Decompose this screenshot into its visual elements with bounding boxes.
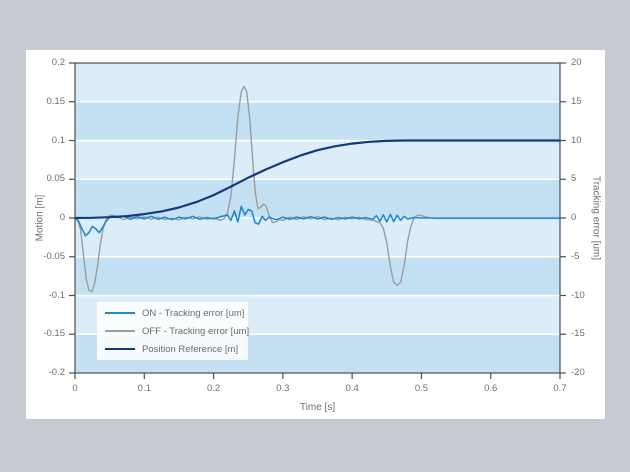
x-axis-tick-label: 0.3 [276, 383, 290, 394]
plot-band [75, 256, 560, 296]
legend-entry: ON - Tracking error [um] [105, 307, 248, 320]
y-axis-left-tick-label: -0.2 [48, 367, 65, 378]
x-axis-tick-label: 0.6 [484, 383, 498, 394]
legend-entry: Position Reference [m] [105, 343, 248, 356]
x-axis-tick-label: 0.5 [414, 383, 429, 394]
y-axis-left-tick-label: 0.15 [46, 95, 66, 107]
y-axis-right-tick-label: -20 [571, 367, 585, 378]
plot-area [69, 62, 566, 379]
legend-line-swatch [105, 330, 135, 332]
y-axis-right-tick-label: 10 [571, 134, 582, 146]
legend-entry-label: Position Reference [m] [142, 343, 239, 355]
legend-entry-label: OFF - Tracking error [um] [142, 325, 250, 337]
right-axis-title: Tracking error [um] [590, 175, 602, 261]
y-axis-right-tick-label: 15 [571, 95, 582, 107]
legend-line-swatch [105, 312, 135, 314]
y-axis-right-tick-label: -5 [571, 250, 580, 262]
y-axis-right-tick-label: -15 [571, 328, 585, 340]
y-axis-left-tick-label: -0.15 [43, 328, 65, 340]
y-axis-left-tick-label: 0.2 [51, 57, 65, 68]
legend-line-swatch [105, 348, 135, 350]
y-axis-left-tick-label: 0.05 [46, 173, 66, 185]
plot-band [75, 101, 560, 141]
x-axis-tick-label: 0.1 [137, 383, 151, 394]
legend-entry-label: ON - Tracking error [um] [142, 307, 245, 319]
x-axis-tick-label: 0.7 [553, 383, 567, 394]
plot-band [75, 140, 560, 180]
plot-band [75, 63, 560, 102]
y-axis-left-tick-label: 0 [59, 212, 65, 223]
y-axis-right-tick-label: 5 [571, 173, 577, 185]
series-line [73, 139, 562, 220]
y-axis-left-tick-label: -0.1 [48, 289, 65, 301]
plot-band [75, 218, 560, 257]
x-axis-title: Time [s] [299, 402, 336, 413]
x-axis-tick-label: 0.4 [345, 383, 359, 394]
y-axis-left-tick-label: 0.1 [51, 134, 65, 146]
x-axis-tick-label: 0 [72, 383, 78, 394]
plot-band [75, 179, 560, 218]
left-axis-title: Motion [m] [34, 194, 46, 242]
y-axis-right-tick-label: 20 [571, 57, 582, 68]
chart-panel: 0.2 0.15 0.1 0.05 0 -0.05 -0.1 -0.15 -0.2 20 15 10 5… [26, 50, 605, 419]
y-axis-left-tick-label: -0.05 [43, 250, 65, 262]
x-axis-tick-label: 0.2 [206, 383, 221, 394]
legend-box: ON - Tracking error [um] OFF - Tracking e… [97, 302, 250, 360]
y-axis-right-tick-label: 0 [571, 212, 577, 223]
legend-entry: OFF - Tracking error [um] [105, 325, 250, 338]
y-axis-right-tick-label: -10 [571, 289, 585, 301]
